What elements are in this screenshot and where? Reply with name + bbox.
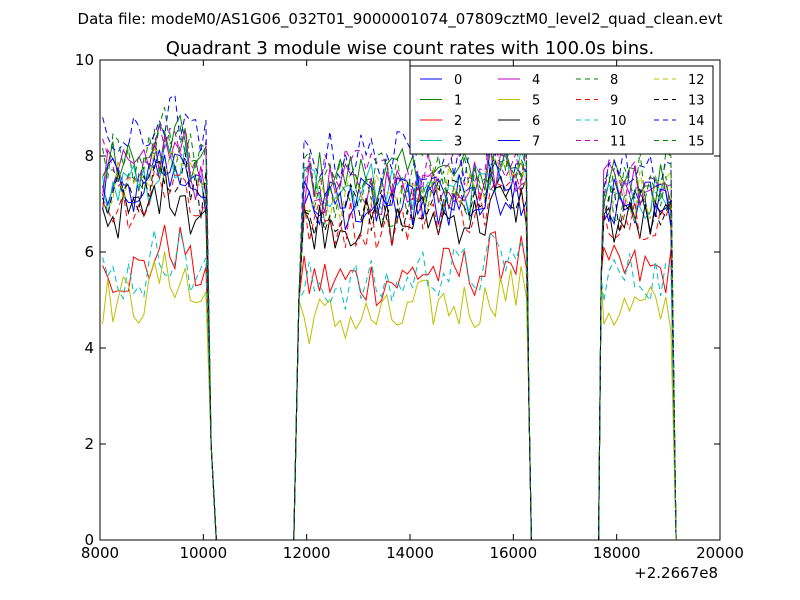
series-10-line — [102, 230, 677, 540]
x-tick-label: 12000 — [283, 544, 331, 562]
y-tick-label: 2 — [84, 435, 94, 453]
series-13-line — [102, 152, 677, 540]
legend-label-4: 4 — [532, 73, 540, 88]
x-tick-label: 8000 — [81, 544, 119, 562]
legend-box — [409, 65, 714, 155]
series-11-line — [102, 123, 677, 540]
legend-label-3: 3 — [454, 135, 462, 150]
legend-label-0: 0 — [454, 73, 462, 88]
series-group — [102, 94, 677, 540]
x-offset-label: +2.2667e8 — [634, 564, 718, 582]
y-tick-label: 4 — [84, 339, 94, 357]
series-8-line — [102, 127, 677, 540]
series-2-line — [102, 224, 677, 540]
series-15-line — [102, 107, 677, 540]
legend-label-2: 2 — [454, 114, 462, 129]
series-3-line — [102, 142, 677, 540]
legend-label-8: 8 — [610, 73, 618, 88]
legend-label-12: 12 — [688, 73, 705, 88]
series-12-line — [102, 148, 677, 540]
series-14-line — [102, 94, 677, 540]
series-6-line — [102, 166, 677, 540]
series-5-line — [102, 251, 677, 540]
legend-label-15: 15 — [688, 135, 705, 150]
y-tick-label: 0 — [84, 531, 94, 549]
legend-label-1: 1 — [454, 94, 462, 109]
series-4-line — [102, 129, 677, 540]
series-7-line — [102, 149, 677, 540]
legend-label-9: 9 — [610, 94, 618, 109]
legend-label-14: 14 — [688, 114, 705, 129]
x-tick-label: 20000 — [696, 544, 744, 562]
series-0-line — [102, 154, 677, 540]
legend-label-5: 5 — [532, 94, 540, 109]
legend-label-10: 10 — [610, 114, 627, 129]
legend-label-6: 6 — [532, 114, 540, 129]
plot-area: 8000 10000 12000 14000 16000 18000 20000 0 2 4 6 8 1… — [75, 51, 744, 562]
y-tick-label: 6 — [84, 243, 94, 261]
x-tick-label: 16000 — [489, 544, 537, 562]
x-tick-label: 18000 — [593, 544, 641, 562]
y-tick-label: 8 — [84, 147, 94, 165]
x-tick-label: 14000 — [386, 544, 434, 562]
legend-label-11: 11 — [610, 135, 627, 150]
legend-label-13: 13 — [688, 94, 705, 109]
chart-title: Quadrant 3 module wise count rates with … — [166, 38, 655, 59]
y-tick-label: 10 — [75, 51, 94, 69]
chart-suptitle: Data file: modeM0/AS1G06_032T01_90000010… — [78, 10, 723, 29]
x-tick-label: 10000 — [179, 544, 227, 562]
legend-label-7: 7 — [532, 135, 540, 150]
